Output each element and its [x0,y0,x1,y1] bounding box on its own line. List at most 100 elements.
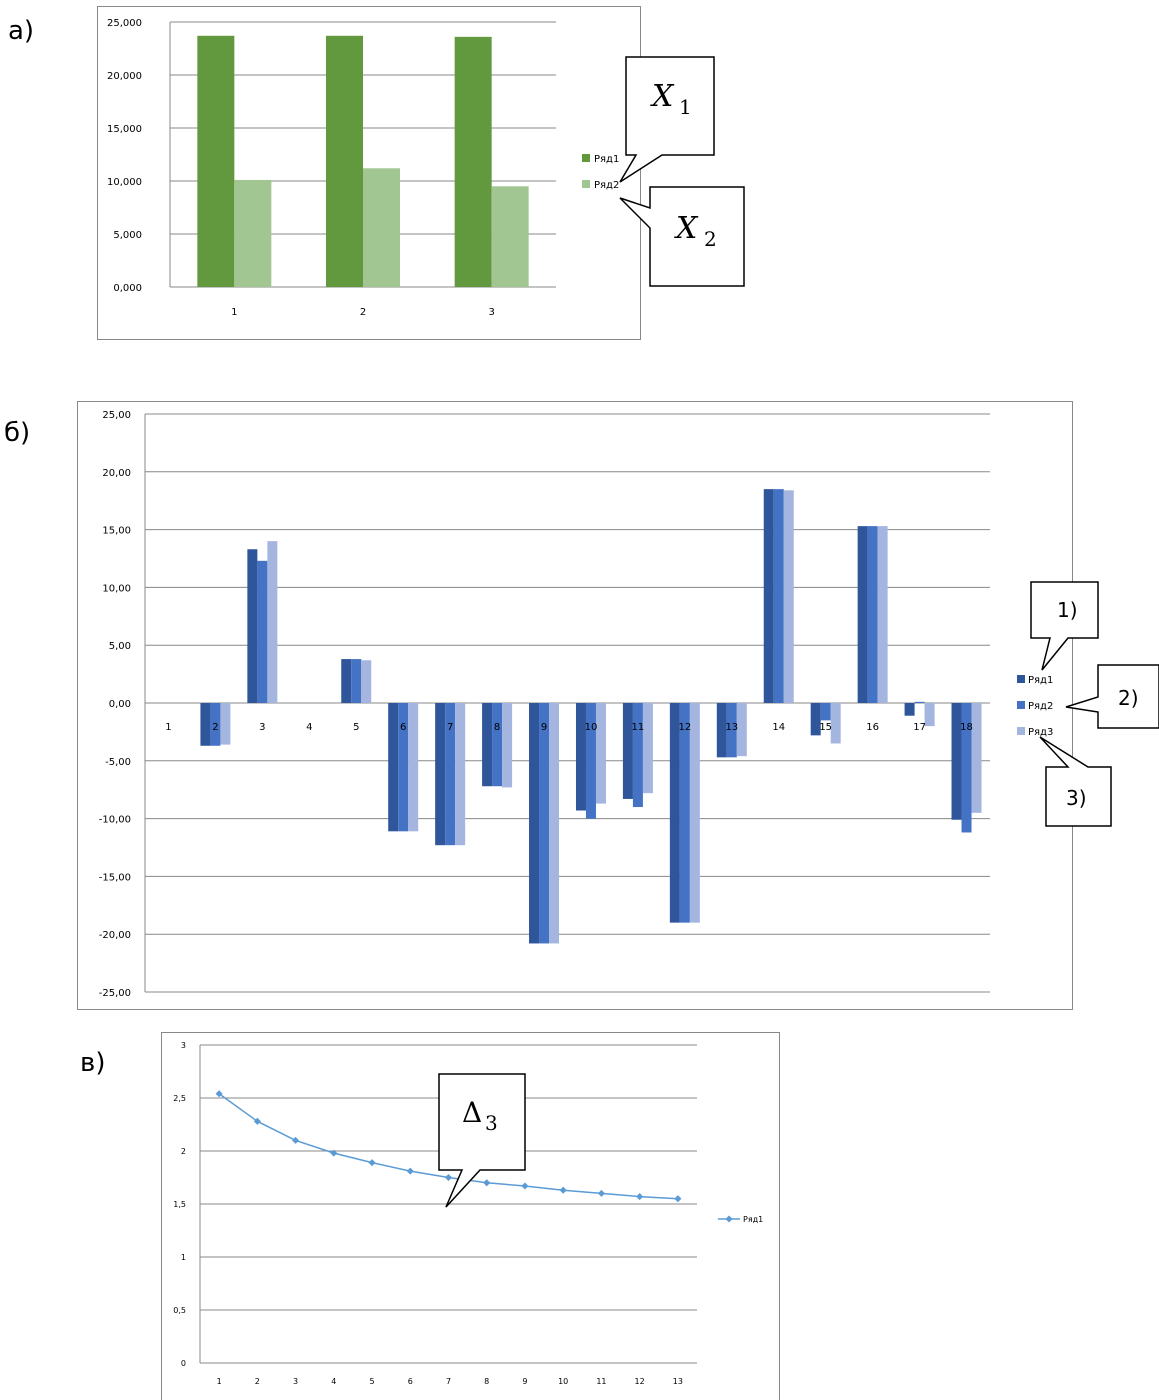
callout-x2-sub: 2 [704,227,717,251]
bar-Ряд2-2 [363,168,400,287]
x-tick-label: 9 [522,1377,527,1386]
bar-Ряд3-6 [408,703,419,832]
bar-Ряд1-3 [454,36,492,288]
callout-3-text: 3) [1066,786,1087,810]
x-tick-label: 9 [541,722,547,733]
y-tick-label: 0,000 [113,283,142,294]
x-tick-label: 1 [217,1377,222,1386]
x-tick-label: 3 [488,307,494,318]
bar-Ряд1-14 [763,489,774,703]
bar-Ряд3-2 [220,703,231,745]
bar-Ряд3-14 [783,490,794,703]
bar-Ряд2-14 [773,489,784,703]
bar-Ряд1-2 [200,703,211,746]
callout-1-text: 1) [1057,598,1078,622]
bar-Ряд2-17 [914,701,925,703]
bar-Ряд2-10 [585,703,596,819]
x-tick-label: 16 [866,722,879,733]
x-tick-label: 2 [212,722,218,733]
bar-Ряд2-2 [210,703,221,746]
y-tick-label: 1,5 [173,1200,186,1209]
x-tick-label: 13 [673,1377,683,1386]
legend-swatch [582,154,590,162]
chart-b: -25,00 -20,00 -15,00 -10,00 -5,00 0,00 5,00 10,… [99,410,1054,999]
y-tick-label: 0,5 [173,1306,186,1315]
legend-label: Ряд1 [743,1215,763,1224]
x-tick-label: 12 [678,722,691,733]
y-tick-label: -5,00 [105,757,131,768]
y-tick-label: 0 [181,1359,186,1368]
y-tick-label: 25,00 [102,410,131,421]
x-tick-label: 3 [293,1377,298,1386]
callout-x1-sub: 1 [679,95,692,119]
bar-Ряд2-7 [445,703,456,846]
x-tick-label: 11 [632,722,645,733]
bar-Ряд1-10 [575,703,586,811]
bar-Ряд1-7 [435,703,446,846]
x-tick-label: 3 [259,722,265,733]
callout-delta3-text: Δ [462,1096,482,1129]
bar-Ряд1-15 [810,703,821,736]
bar-Ряд2-8 [492,703,503,787]
x-tick-label: 7 [447,722,453,733]
chart-a: 0,000 5,000 10,000 15,000 20,000 25,000 1 2 3 Ряд… [107,18,619,318]
panel-label-b: б) [4,418,31,448]
y-tick-label: 10,000 [107,177,142,188]
callout-x1: X 1 [619,56,715,183]
legend-swatch [1017,727,1025,735]
x-tick-label: 2 [255,1377,260,1386]
panel-label-c: в) [80,1048,106,1078]
bar-Ряд1-9 [529,703,540,944]
callout-x2: X 2 [619,186,745,287]
panel-label-a: а) [8,16,35,46]
x-tick-label: 5 [369,1377,374,1386]
legend-label: Ряд2 [1028,701,1053,712]
y-tick-label: 20,00 [102,468,131,479]
bar-Ряд2-15 [820,703,831,721]
bar-Ряд1-5 [341,659,352,703]
y-tick-label: 5,000 [113,230,142,241]
bar-Ряд1-2 [326,35,363,287]
callout-x2-text: X [674,211,699,246]
y-tick-label: 5,00 [109,641,131,652]
bar-Ряд1-16 [857,526,868,703]
bar-Ряд3-7 [455,703,466,846]
x-tick-label: 6 [408,1377,413,1386]
x-tick-label: 15 [819,722,832,733]
x-tick-label: 14 [772,722,785,733]
bar-Ряд1-13 [716,703,727,758]
bar-Ряд3-18 [971,703,982,813]
bar-Ряд3-5 [361,660,372,703]
bar-Ряд2-3 [257,560,268,703]
bar-Ряд3-13 [736,703,747,757]
bar-Ряд2-13 [726,703,737,758]
bar-Ряд2-1 [234,179,272,287]
bar-Ряд3-9 [549,703,560,944]
bar-Ряд2-12 [679,703,690,923]
x-tick-label: 8 [484,1377,489,1386]
x-tick-label: 5 [353,722,359,733]
y-tick-label: 15,00 [102,526,131,537]
callout-delta3-sub: 3 [485,1111,498,1135]
callout-x1-text: X [650,79,675,114]
bar-Ряд3-10 [595,703,606,804]
bar-Ряд1-1 [197,35,235,287]
bar-Ряд1-8 [482,703,493,787]
bar-Ряд3-16 [877,526,888,703]
x-tick-label: 13 [725,722,738,733]
bar-Ряд1-11 [622,703,633,799]
y-tick-label: 25,000 [107,18,142,29]
x-tick-label: 1 [231,307,237,318]
bar-Ряд2-16 [867,526,878,703]
bar-Ряд2-11 [632,703,643,808]
bar-Ряд1-6 [388,703,399,832]
y-tick-label: 2,5 [173,1094,186,1103]
y-tick-label: 1 [181,1253,186,1262]
bar-Ряд1-12 [669,703,680,923]
y-tick-label: 0,00 [109,699,131,710]
bar-Ряд2-5 [351,659,362,703]
x-tick-label: 2 [360,307,366,318]
x-tick-label: 17 [913,722,926,733]
legend-label: Ряд1 [594,154,619,165]
